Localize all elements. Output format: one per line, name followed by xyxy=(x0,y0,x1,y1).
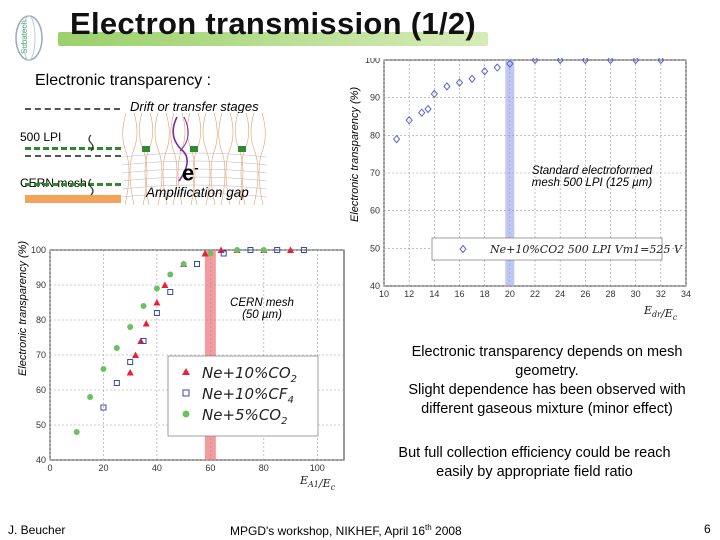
y-tick-label: 100 xyxy=(31,246,46,255)
data-point xyxy=(127,324,133,330)
x-tick-label: 26 xyxy=(580,289,590,299)
data-point xyxy=(234,247,240,253)
data-point xyxy=(87,394,93,400)
cathode-plate xyxy=(25,195,121,203)
annotation-cern-mesh: CERN mesh (50 µm) xyxy=(222,297,302,321)
description-line-2: geometry. xyxy=(382,362,712,381)
description-block-1: Electronic transparency depends on mesh … xyxy=(382,343,712,419)
y-tick-label: 50 xyxy=(36,420,46,430)
mesh-500lpi-line-2 xyxy=(25,155,121,157)
subtitle: Electronic transparency : xyxy=(35,72,211,90)
y-tick-label: 60 xyxy=(36,385,46,395)
description-line-1: Electronic transparency depends on mesh xyxy=(382,343,712,362)
y-tick-label: 90 xyxy=(36,280,46,290)
data-point xyxy=(74,429,80,435)
y-tick-label: 60 xyxy=(370,206,380,216)
data-point xyxy=(154,286,160,292)
mesh-500lpi-line xyxy=(25,147,121,150)
data-point xyxy=(100,366,106,372)
annotation-standard-line-1: Standard electroformed xyxy=(517,165,667,177)
y-tick-label: 90 xyxy=(370,93,380,103)
x-tick-label: 0 xyxy=(47,463,52,473)
chart-standard-mesh: 10 12 14 16 18 20 22 24 26 28 30 32 34 40 50 60 70 80 90 10… xyxy=(360,58,692,320)
legend-label: Ne+10%CF4 xyxy=(202,385,294,406)
y-tick-label: 80 xyxy=(36,315,46,325)
x-tick-label: 16 xyxy=(454,289,464,299)
y-tick-label: 40 xyxy=(36,455,46,465)
page-number: 6 xyxy=(704,522,711,536)
data-point xyxy=(167,272,173,278)
gap-break-icons xyxy=(84,135,98,205)
logo-text: Subatech xyxy=(20,20,29,54)
legend-label: Ne+5%CO2 xyxy=(202,406,287,427)
footer-author: J. Beucher xyxy=(8,523,65,537)
x-tick-label: 20 xyxy=(98,463,108,473)
x-tick-label: 100 xyxy=(310,463,325,473)
legend-label: Ne+10%CO2 500 LPI Vm1=525 V xyxy=(489,243,683,256)
drift-label: Drift or transfer stages xyxy=(130,99,259,114)
description-line-5: But full collection efficiency could be … xyxy=(362,444,707,463)
x-tick-label: 32 xyxy=(656,289,666,299)
drift-line xyxy=(25,108,120,110)
x-tick-label: 80 xyxy=(259,463,269,473)
data-point xyxy=(114,345,120,351)
lpi-label: 500 LPI xyxy=(20,130,61,144)
y-tick-label: 70 xyxy=(370,168,380,178)
data-point xyxy=(207,251,213,257)
x-tick-label: 40 xyxy=(152,463,162,473)
x-tick-label: 10 xyxy=(379,289,389,299)
x-axis-label: Edr/Ec xyxy=(643,304,678,320)
description-line-4: different gaseous mixture (minor effect) xyxy=(382,400,712,419)
x-axis-label: EA1/Ec xyxy=(299,474,336,492)
x-tick-label: 14 xyxy=(429,289,439,299)
annotation-standard-mesh: Standard electroformed mesh 500 LPI (125… xyxy=(517,165,667,189)
x-tick-label: 18 xyxy=(480,289,490,299)
description-line-6: easily by appropriate field ratio xyxy=(362,463,707,482)
x-tick-label: 30 xyxy=(631,289,641,299)
annotation-standard-line-2: mesh 500 LPI (125 µm) xyxy=(517,177,667,189)
y-tick-label: 50 xyxy=(370,243,380,253)
footer-event: MPGD's workshop, NIKHEF, April 16th 2008 xyxy=(230,523,462,538)
y-tick-label: 40 xyxy=(370,281,380,291)
y-tick-label: 100 xyxy=(365,58,380,65)
legend-label: Ne+10%CO2 xyxy=(202,364,297,385)
description-block-2: But full collection efficiency could be … xyxy=(362,444,707,482)
annotation-cern-line-2: (50 µm) xyxy=(222,309,302,321)
x-tick-label: 22 xyxy=(530,289,540,299)
data-point xyxy=(141,303,147,309)
subatech-logo: Subatech xyxy=(12,4,46,64)
x-tick-label: 20 xyxy=(505,289,515,299)
electron-label: e- xyxy=(182,160,199,186)
x-tick-label: 12 xyxy=(404,289,414,299)
amplification-label: Amplification gap xyxy=(146,185,249,200)
y-tick-label: 70 xyxy=(36,350,46,360)
x-tick-label: 34 xyxy=(681,289,691,299)
x-tick-label: 28 xyxy=(605,289,615,299)
annotation-cern-line-1: CERN mesh xyxy=(222,297,302,309)
cern-mesh-line xyxy=(25,183,121,186)
y-tick-label: 80 xyxy=(370,130,380,140)
data-point xyxy=(261,247,267,253)
x-tick-label: 24 xyxy=(555,289,565,299)
chart-cern-mesh: 0 20 40 60 80 100405060708090100EA1/EcNe+10%C… xyxy=(28,246,348,492)
page-title: Electron transmission (1/2) xyxy=(70,6,476,42)
data-point xyxy=(181,261,187,267)
x-tick-label: 60 xyxy=(205,463,215,473)
description-line-3: Slight dependence has been observed with xyxy=(382,381,712,400)
legend-marker xyxy=(183,411,190,418)
